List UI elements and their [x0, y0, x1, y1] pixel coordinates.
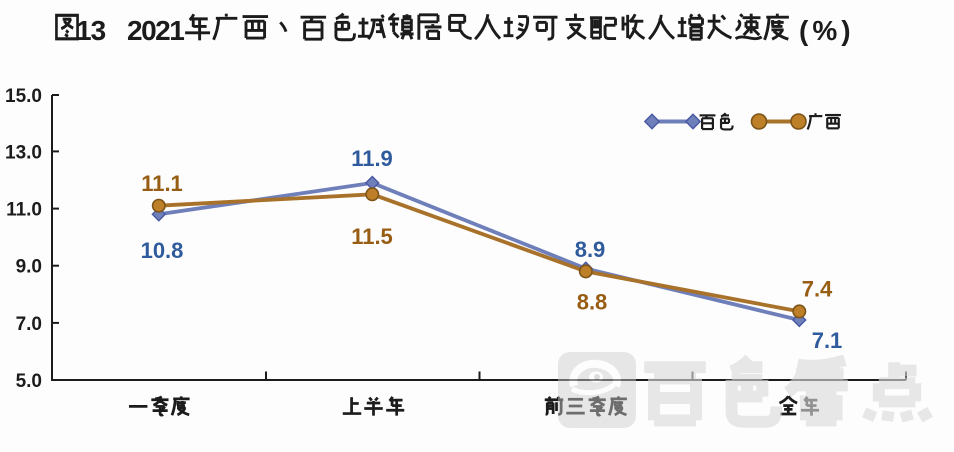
svg-text:8.8: 8.8 [577, 290, 608, 315]
svg-text:13.0: 13.0 [5, 142, 42, 163]
svg-text:13: 13 [76, 15, 106, 46]
svg-text:5.0: 5.0 [16, 371, 42, 392]
svg-text:11.1: 11.1 [141, 171, 183, 196]
svg-text:10.8: 10.8 [141, 238, 184, 263]
svg-text:11.9: 11.9 [351, 146, 393, 171]
svg-text:7.1: 7.1 [812, 328, 843, 353]
svg-text:11.5: 11.5 [351, 224, 393, 249]
svg-text:9.0: 9.0 [16, 257, 42, 278]
svg-text:15.0: 15.0 [5, 86, 42, 107]
svg-text:8.9: 8.9 [575, 237, 606, 262]
svg-text:7.4: 7.4 [802, 277, 833, 302]
svg-text:11.0: 11.0 [6, 200, 42, 221]
svg-text:(%): (%) [799, 15, 855, 46]
svg-text:7.0: 7.0 [16, 314, 42, 335]
svg-text:2021: 2021 [127, 15, 184, 46]
